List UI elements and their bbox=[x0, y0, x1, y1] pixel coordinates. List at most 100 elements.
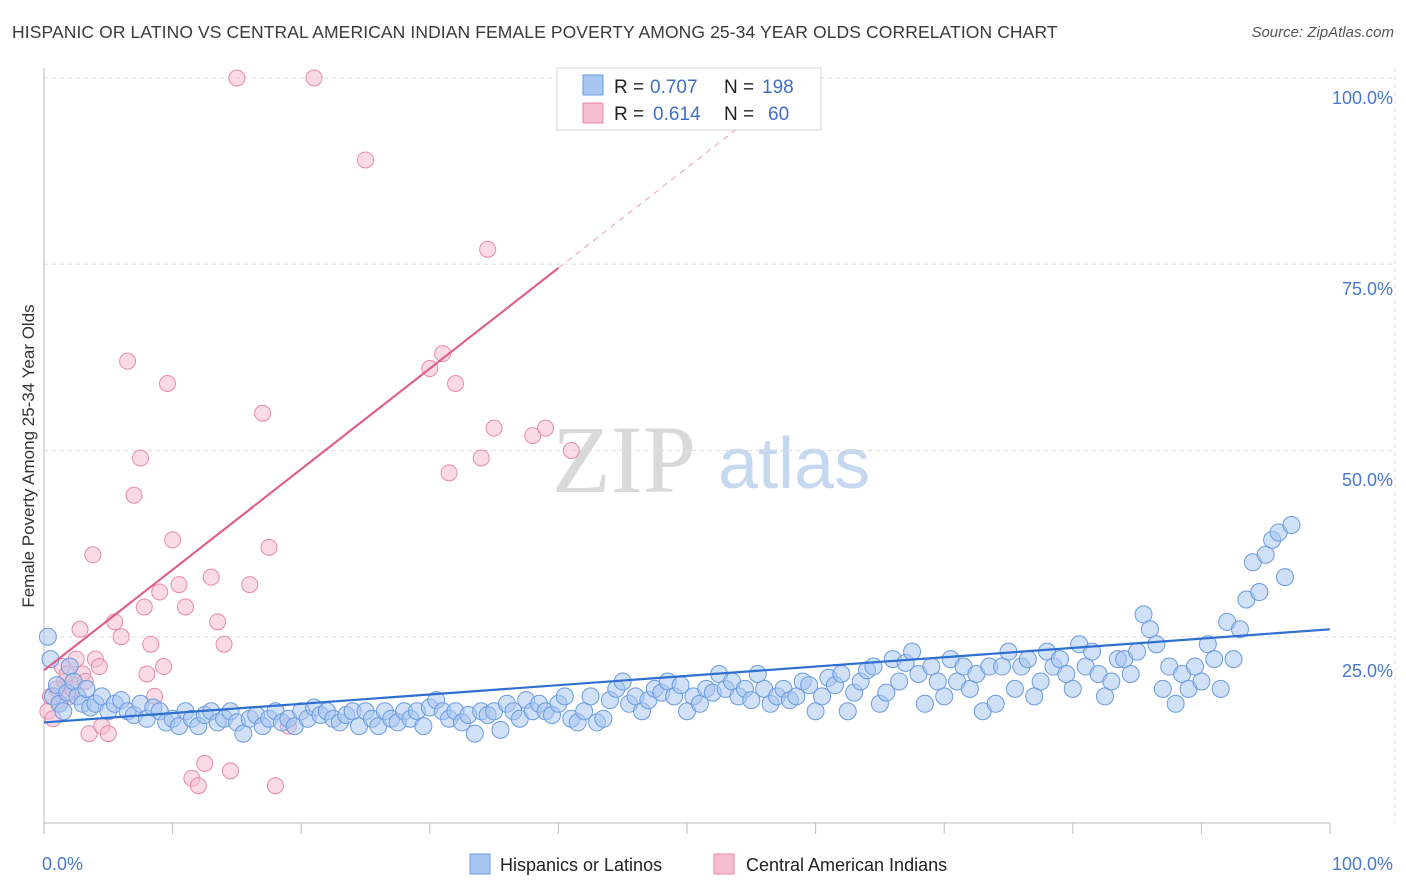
point-hispanics-or-latinos-198 bbox=[1275, 568, 1294, 587]
y-tick-label-25: 25.0% bbox=[1342, 661, 1393, 681]
point-hispanics-or-latinos-158 bbox=[1018, 650, 1037, 669]
point-hispanics-or-latinos-195 bbox=[1256, 545, 1275, 564]
point-hispanics-or-latinos-163 bbox=[1050, 650, 1069, 669]
point-hispanics-or-latinos-184 bbox=[1185, 657, 1204, 676]
point-hispanics-or-latinos-190 bbox=[1224, 650, 1243, 669]
point-central-american-indians-11 bbox=[71, 620, 89, 638]
trend-line-central-american-indians bbox=[43, 267, 560, 672]
point-central-american-indians-54 bbox=[472, 449, 490, 467]
point-hispanics-or-latinos-188 bbox=[1211, 679, 1230, 698]
series-central-american-indians bbox=[39, 69, 580, 795]
point-central-american-indians-46 bbox=[266, 777, 284, 795]
point-hispanics-or-latinos-89 bbox=[575, 702, 594, 721]
point-hispanics-or-latinos-149 bbox=[960, 679, 979, 698]
legend-swatch-blue bbox=[582, 74, 604, 96]
point-central-american-indians-21 bbox=[112, 628, 130, 646]
point-hispanics-or-latinos-194 bbox=[1250, 583, 1269, 602]
point-hispanics-or-latinos-126 bbox=[813, 687, 832, 706]
point-central-american-indians-52 bbox=[440, 464, 458, 482]
point-central-american-indians-39 bbox=[209, 613, 227, 631]
point-central-american-indians-32 bbox=[164, 531, 182, 549]
point-hispanics-or-latinos-140 bbox=[903, 642, 922, 661]
trend-lines bbox=[43, 122, 1331, 724]
point-central-american-indians-58 bbox=[537, 419, 555, 437]
y-axis-label: Female Poverty Among 25-34 Year Olds bbox=[19, 304, 38, 607]
point-central-american-indians-37 bbox=[196, 754, 214, 772]
legend-bottom-label-blue: Hispanics or Latinos bbox=[500, 855, 662, 875]
chart-title: HISPANIC OR LATINO VS CENTRAL AMERICAN I… bbox=[12, 22, 1058, 42]
point-hispanics-or-latinos-145 bbox=[935, 687, 954, 706]
point-hispanics-or-latinos-154 bbox=[993, 657, 1012, 676]
point-hispanics-or-latinos-134 bbox=[864, 657, 883, 676]
trend-line-hispanics-or-latinos bbox=[43, 628, 1331, 724]
series-legend: Hispanics or Latinos Central American In… bbox=[469, 853, 947, 875]
point-hispanics-or-latinos-178 bbox=[1147, 635, 1166, 654]
point-hispanics-or-latinos-130 bbox=[838, 702, 857, 721]
point-central-american-indians-38 bbox=[202, 568, 220, 586]
point-hispanics-or-latinos-175 bbox=[1128, 642, 1147, 661]
x-tick-label-max: 100.0% bbox=[1332, 854, 1393, 874]
point-central-american-indians-44 bbox=[254, 404, 272, 422]
point-hispanics-or-latinos-181 bbox=[1166, 694, 1185, 713]
legend-r-label-2: R = bbox=[614, 104, 644, 125]
y-tick-label-50: 50.0% bbox=[1342, 470, 1393, 490]
point-hispanics-or-latinos-174 bbox=[1121, 665, 1140, 683]
legend-n-value-2: 60 bbox=[768, 104, 789, 125]
point-central-american-indians-36 bbox=[189, 777, 207, 795]
watermark-zip: ZIP bbox=[552, 406, 696, 513]
point-central-american-indians-51 bbox=[434, 345, 452, 363]
point-central-american-indians-29 bbox=[151, 583, 169, 601]
point-central-american-indians-49 bbox=[357, 151, 374, 169]
point-central-american-indians-57 bbox=[524, 427, 542, 445]
axis-ticks bbox=[43, 823, 1331, 834]
legend-n-label-2: N = bbox=[724, 104, 754, 125]
point-hispanics-or-latinos-7 bbox=[60, 657, 79, 676]
point-hispanics-or-latinos-164 bbox=[1057, 665, 1076, 683]
point-hispanics-or-latinos-186 bbox=[1198, 635, 1217, 654]
point-hispanics-or-latinos-90 bbox=[581, 687, 600, 706]
point-central-american-indians-22 bbox=[119, 352, 137, 370]
legend-n-label-1: N = bbox=[724, 77, 754, 98]
point-central-american-indians-19 bbox=[99, 725, 117, 743]
point-hispanics-or-latinos-199 bbox=[1282, 516, 1301, 534]
point-central-american-indians-55 bbox=[479, 240, 497, 258]
legend-r-value-2: 0.614 bbox=[653, 104, 701, 125]
point-hispanics-or-latinos-92 bbox=[594, 709, 613, 728]
point-hispanics-or-latinos-156 bbox=[1005, 679, 1024, 698]
point-hispanics-or-latinos-36 bbox=[234, 724, 253, 743]
y-tick-label-75: 75.0% bbox=[1342, 279, 1393, 299]
point-hispanics-or-latinos-159 bbox=[1025, 687, 1044, 706]
point-hispanics-or-latinos-153 bbox=[986, 694, 1005, 713]
point-central-american-indians-27 bbox=[142, 635, 160, 653]
y-tick-label-100: 100.0% bbox=[1332, 88, 1393, 108]
point-central-american-indians-23 bbox=[125, 486, 143, 504]
point-central-american-indians-25 bbox=[135, 598, 153, 616]
point-hispanics-or-latinos-176 bbox=[1134, 605, 1153, 624]
point-central-american-indians-42 bbox=[228, 69, 246, 87]
point-hispanics-or-latinos-170 bbox=[1095, 687, 1114, 706]
point-central-american-indians-34 bbox=[176, 598, 194, 616]
point-hispanics-or-latinos-72 bbox=[465, 724, 484, 743]
correlation-legend: R = 0.707 N = 198 R = 0.614 N = 60 bbox=[556, 67, 822, 131]
watermark-atlas: atlas bbox=[718, 424, 870, 504]
x-tick-label-min: 0.0% bbox=[42, 854, 83, 874]
point-hispanics-or-latinos-64 bbox=[414, 717, 433, 736]
point-central-american-indians-30 bbox=[155, 658, 173, 676]
legend-r-label-1: R = bbox=[614, 77, 644, 98]
point-hispanics-or-latinos-107 bbox=[690, 694, 709, 713]
point-central-american-indians-41 bbox=[221, 762, 239, 780]
point-central-american-indians-31 bbox=[158, 374, 176, 392]
point-hispanics-or-latinos-136 bbox=[877, 683, 896, 702]
point-central-american-indians-53 bbox=[447, 374, 465, 392]
point-hispanics-or-latinos-185 bbox=[1192, 672, 1211, 691]
legend-swatch-pink bbox=[582, 102, 604, 124]
point-hispanics-or-latinos-115 bbox=[742, 691, 761, 710]
trend-line-central-american-indians-extension bbox=[558, 122, 746, 269]
point-hispanics-or-latinos-165 bbox=[1063, 679, 1082, 698]
point-central-american-indians-17 bbox=[90, 658, 108, 676]
point-hispanics-or-latinos-187 bbox=[1205, 650, 1224, 669]
point-central-american-indians-40 bbox=[215, 635, 233, 653]
point-hispanics-or-latinos-171 bbox=[1102, 672, 1121, 691]
point-hispanics-or-latinos-86 bbox=[555, 687, 574, 706]
